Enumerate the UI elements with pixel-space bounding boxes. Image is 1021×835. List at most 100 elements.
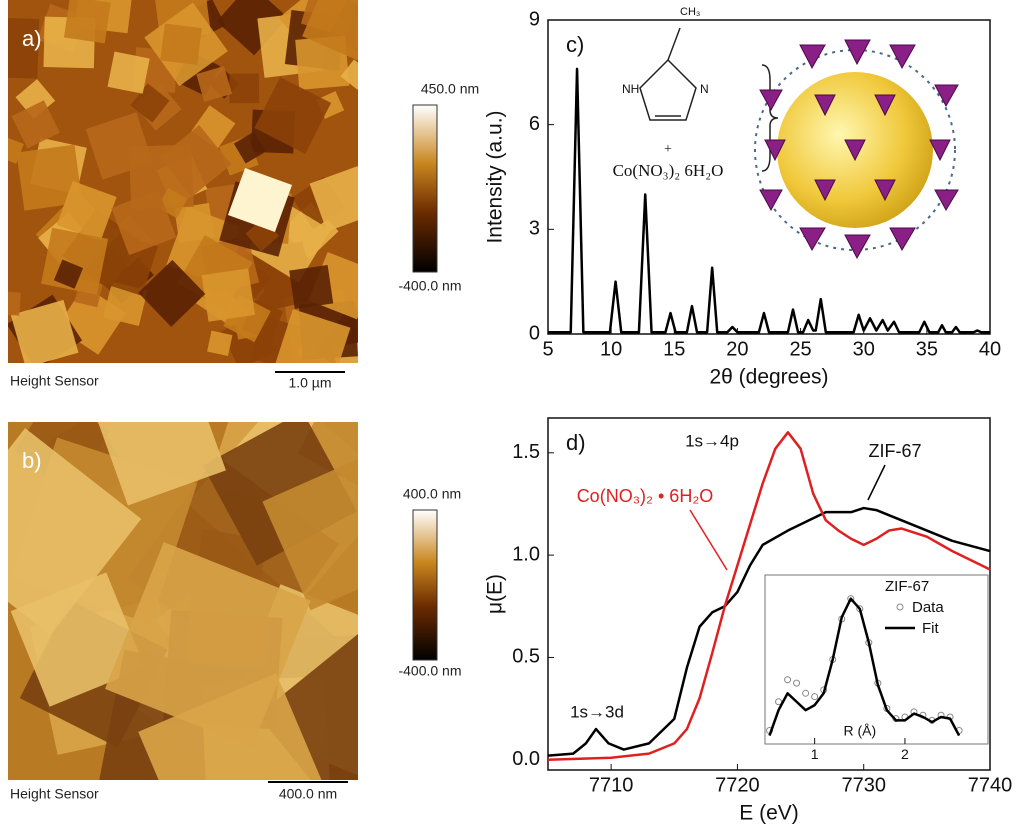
x-tick-label: 10 bbox=[600, 338, 622, 360]
arrow bbox=[689, 509, 728, 571]
caption: Height Sensor bbox=[10, 373, 99, 389]
crystal bbox=[16, 144, 83, 211]
crystal bbox=[274, 309, 351, 363]
molecule bbox=[639, 27, 779, 172]
x-tick-label: 7730 bbox=[841, 774, 886, 796]
colorbar-max: 400.0 nm bbox=[403, 486, 461, 502]
annotation: CH₃ bbox=[680, 6, 700, 18]
legend-label: Fit bbox=[922, 620, 939, 637]
x-tick-label: 7710 bbox=[589, 774, 634, 796]
crystal bbox=[138, 259, 206, 327]
crystal bbox=[8, 136, 24, 164]
crystal bbox=[302, 0, 358, 61]
colorbar-max: 450.0 nm bbox=[421, 81, 479, 97]
crystal bbox=[309, 166, 358, 232]
y-tick-label: 0 bbox=[529, 322, 540, 344]
data-point bbox=[775, 698, 783, 706]
data-point bbox=[802, 689, 810, 697]
crystal bbox=[8, 291, 21, 316]
crystal bbox=[92, 422, 226, 506]
x-tick-label: 20 bbox=[726, 338, 748, 360]
crystal bbox=[160, 23, 202, 66]
panel-label: d) bbox=[566, 430, 586, 455]
crystal bbox=[289, 264, 334, 310]
crystal bbox=[11, 100, 60, 149]
crystal bbox=[207, 330, 233, 357]
crystal bbox=[233, 131, 266, 164]
crystal bbox=[53, 259, 84, 289]
crystal bbox=[56, 180, 117, 241]
crystal bbox=[254, 77, 332, 154]
data-line bbox=[548, 67, 990, 334]
crystal bbox=[340, 59, 358, 90]
plot-frame bbox=[764, 574, 989, 745]
panel-label: a) bbox=[22, 26, 42, 51]
colorbar bbox=[412, 509, 438, 661]
x-axis-label: R (Å) bbox=[843, 723, 876, 739]
y-tick-label: 1.0 bbox=[512, 543, 540, 565]
crystal bbox=[201, 268, 256, 322]
arrow bbox=[867, 464, 886, 501]
data-line bbox=[547, 431, 991, 762]
legend-marker bbox=[896, 603, 904, 611]
x-tick-label: 15 bbox=[663, 338, 685, 360]
x-tick-label: 1 bbox=[811, 746, 819, 762]
y-tick-label: 9 bbox=[529, 8, 540, 30]
crystal bbox=[138, 673, 335, 780]
annotation: Co(NO₃)₂ 6H₂O bbox=[613, 161, 724, 180]
x-axis-label: E (eV) bbox=[739, 802, 799, 825]
crystal bbox=[159, 125, 232, 197]
plot-frame bbox=[547, 19, 991, 335]
panel-label: b) bbox=[22, 448, 42, 473]
crystal bbox=[229, 73, 260, 104]
y-axis-label: μ(E) bbox=[484, 574, 507, 614]
annotation: + bbox=[664, 142, 672, 157]
annotation: 1s→3d bbox=[570, 702, 624, 721]
series-label: Co(NO₃)₂ • 6H₂O bbox=[577, 486, 714, 506]
x-tick-label: 25 bbox=[789, 338, 811, 360]
crystal bbox=[10, 299, 79, 363]
x-axis-label: 2θ (degrees) bbox=[709, 366, 828, 389]
annotation: N bbox=[700, 82, 709, 96]
caption: Height Sensor bbox=[10, 786, 99, 802]
crystal bbox=[196, 66, 233, 102]
x-tick-label: 40 bbox=[979, 338, 1001, 360]
inset-title: ZIF-67 bbox=[885, 578, 929, 595]
y-tick-label: 6 bbox=[529, 113, 540, 135]
x-tick-label: 30 bbox=[853, 338, 875, 360]
crystal bbox=[105, 541, 311, 748]
legend-label: Data bbox=[912, 599, 944, 616]
y-axis-label: Intensity (a.u.) bbox=[484, 110, 507, 243]
data-point bbox=[847, 595, 855, 603]
data-point bbox=[811, 693, 819, 701]
data-line bbox=[768, 597, 961, 737]
crystal bbox=[8, 428, 142, 636]
crystal bbox=[63, 0, 111, 44]
crystal bbox=[111, 190, 177, 256]
colorbar-min: -400.0 nm bbox=[398, 663, 461, 679]
annotation: NH bbox=[622, 82, 639, 96]
y-tick-label: 0.0 bbox=[512, 748, 540, 770]
crystal bbox=[107, 51, 150, 94]
x-tick-label: 35 bbox=[916, 338, 938, 360]
x-tick-label: 5 bbox=[542, 338, 553, 360]
zif-structure bbox=[754, 39, 959, 260]
colorbar bbox=[412, 104, 438, 273]
crystal bbox=[262, 453, 358, 611]
scale-label: 400.0 nm bbox=[279, 786, 337, 802]
y-tick-label: 0.5 bbox=[512, 646, 540, 668]
panel-label: c) bbox=[566, 32, 584, 57]
data-point bbox=[784, 676, 792, 684]
y-tick-label: 3 bbox=[529, 218, 540, 240]
scale-label: 1.0 µm bbox=[288, 375, 331, 391]
colorbar-min: -400.0 nm bbox=[398, 278, 461, 294]
crystal bbox=[8, 17, 40, 79]
crystal bbox=[85, 112, 154, 180]
data-line bbox=[547, 506, 991, 757]
bright-crystal bbox=[227, 167, 293, 233]
data-point bbox=[793, 679, 801, 687]
x-tick-label: 7740 bbox=[968, 774, 1013, 796]
plot-frame bbox=[547, 417, 991, 771]
y-tick-label: 1.5 bbox=[512, 441, 540, 463]
